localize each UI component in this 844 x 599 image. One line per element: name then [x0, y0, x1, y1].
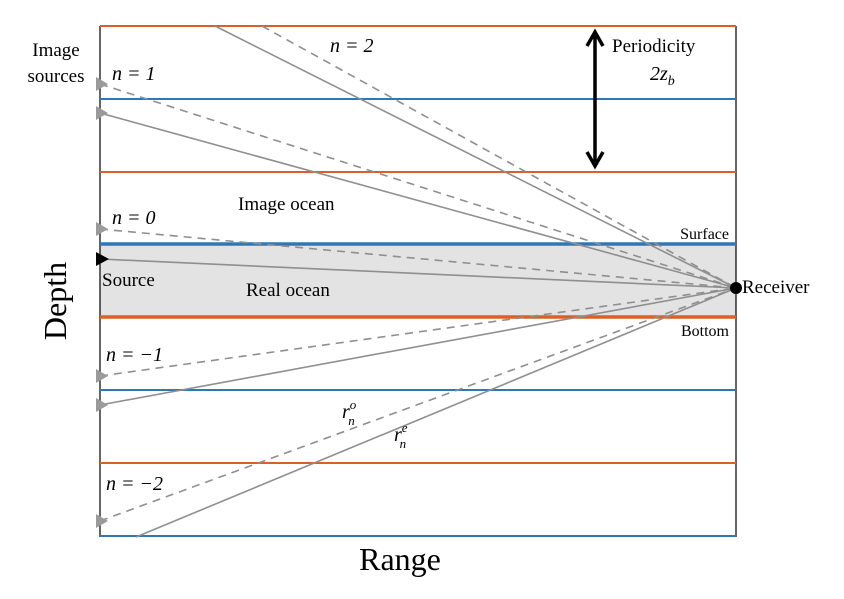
receiver-label: Receiver [742, 277, 810, 298]
surface-label: Surface [680, 226, 729, 243]
image-sources-label-line1: Image [32, 40, 79, 61]
image-source-marker [96, 398, 108, 412]
ray-n2-dashed [261, 25, 737, 289]
ray-nm1-dashed [99, 287, 737, 377]
periodicity-arrow [585, 28, 605, 170]
r-even-label: re n [394, 420, 408, 451]
nm2-label: n = −2 [106, 473, 163, 495]
range-axis-label: Range [359, 541, 441, 577]
periodicity-label: Periodicity [612, 36, 696, 57]
nm1-label: n = −1 [106, 344, 163, 366]
source-marker [96, 252, 109, 266]
image-source-marker [96, 514, 108, 528]
ray-n2-solid [214, 25, 737, 289]
n1-label: n = 1 [112, 63, 156, 85]
ray-nm1-solid [99, 287, 737, 406]
ray-nm2-dashed [99, 287, 737, 522]
image-source-marker [96, 222, 108, 236]
image-sources-label-line2: sources [28, 66, 85, 87]
ray-n0-dashed [99, 228, 737, 289]
image-ocean-label: Image ocean [238, 194, 335, 215]
receiver-marker [730, 282, 742, 294]
source-label: Source [102, 270, 155, 291]
real-ocean-band [100, 244, 736, 317]
image-source-marker [96, 106, 108, 120]
n0-label: n = 0 [112, 207, 156, 229]
r-odd-label: ro n [342, 397, 357, 428]
ray-nm2-solid [135, 287, 737, 538]
n2-label: n = 2 [330, 35, 374, 57]
image-source-marker [96, 77, 108, 91]
real-ocean-label: Real ocean [246, 280, 330, 301]
ray-n1-solid [99, 112, 737, 289]
period-value-label: 2zb [650, 63, 675, 89]
depth-axis-label: Depth [37, 262, 73, 340]
image-source-marker [96, 369, 108, 383]
ray-direct [99, 258, 737, 289]
bottom-label: Bottom [681, 323, 730, 340]
